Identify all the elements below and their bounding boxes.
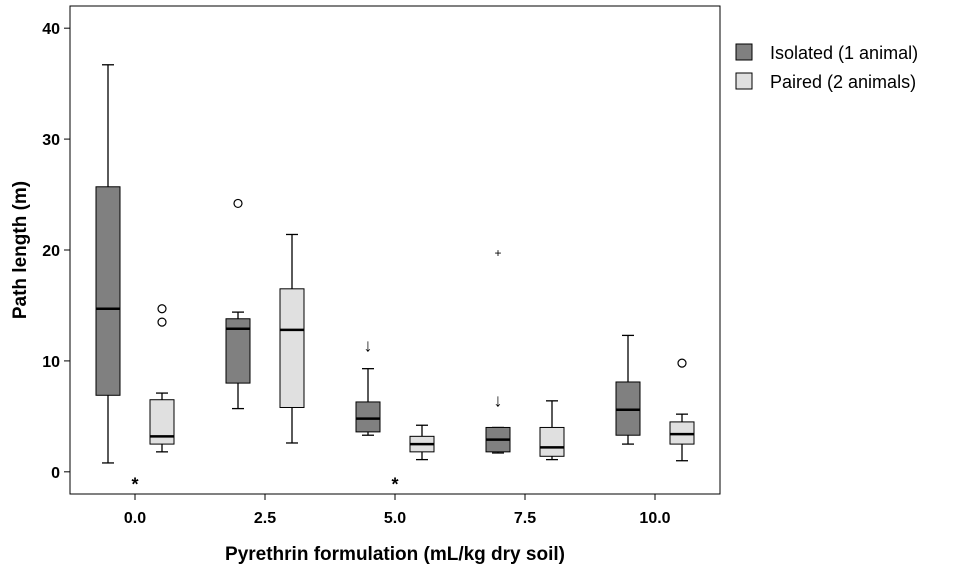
x-axis-title: Pyrethrin formulation (mL/kg dry soil) <box>225 544 565 565</box>
outlier-point <box>157 317 167 327</box>
legend-swatch-isolated <box>735 43 753 61</box>
boxplot-paired-2.5 <box>279 233 305 444</box>
legend: Isolated (1 animal) Paired (2 animals) <box>735 43 918 92</box>
box <box>95 186 121 396</box>
boxplot-isolated-0.0 <box>95 64 121 464</box>
legend-swatch-paired <box>735 72 753 90</box>
y-tick-label: 40 <box>42 21 60 38</box>
x-axis: 0.0 2.5 5.0 7.5 10.0 <box>124 494 671 527</box>
y-axis: 0 10 20 30 40 <box>42 21 70 482</box>
boxplot-isolated-10.0 <box>615 334 641 445</box>
outlier-point <box>233 198 243 209</box>
box <box>355 401 381 433</box>
outlier-point <box>157 304 167 314</box>
significance-asterisk: * <box>391 475 398 495</box>
x-tick-label: 2.5 <box>254 510 276 527</box>
y-tick-label: 20 <box>42 243 60 260</box>
x-tick-label: 0.0 <box>124 510 146 527</box>
legend-label-paired: Paired (2 animals) <box>770 72 916 92</box>
boxplot-isolated-7.5: + <box>485 246 511 454</box>
legend-label-isolated: Isolated (1 animal) <box>770 43 918 63</box>
boxplot-paired-7.5 <box>539 400 565 461</box>
y-axis-title: Path length (m) <box>10 181 31 319</box>
x-tick-label: 7.5 <box>514 510 536 527</box>
boxplot-paired-0.0 <box>149 304 175 453</box>
annotations: * * ↓ ↓ <box>131 335 502 494</box>
boxplots: + <box>95 64 695 464</box>
y-tick-label: 10 <box>42 354 60 371</box>
arrow-marker: ↓ <box>364 335 373 355</box>
y-tick-label: 30 <box>42 132 60 149</box>
x-tick-label: 10.0 <box>639 510 670 527</box>
box <box>539 426 565 457</box>
arrow-marker: ↓ <box>494 391 503 411</box>
significance-asterisk: * <box>131 475 138 495</box>
boxplot-isolated-5.0 <box>355 368 381 436</box>
boxplot-paired-5.0 <box>409 424 435 461</box>
boxplot-paired-10.0 <box>669 358 695 462</box>
y-tick-label: 0 <box>51 465 60 482</box>
x-tick-label: 5.0 <box>384 510 406 527</box>
box <box>279 288 305 408</box>
outlier-point <box>677 358 687 368</box>
boxplot-isolated-2.5 <box>225 198 251 410</box>
plot-area <box>69 5 721 495</box>
extreme-point: + <box>494 246 501 260</box>
